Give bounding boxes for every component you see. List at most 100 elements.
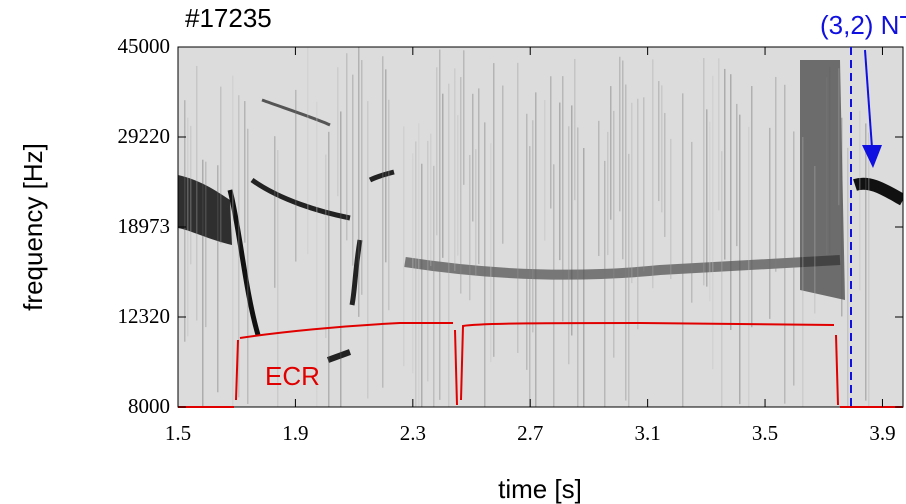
y-tick-label: 29220	[118, 124, 171, 148]
texture-stripe	[385, 69, 387, 263]
texture-stripe	[652, 59, 654, 289]
texture-stripe	[613, 110, 615, 358]
x-tick-label: 2.7	[517, 421, 543, 445]
texture-stripe	[847, 147, 849, 407]
texture-stripe	[244, 101, 246, 243]
x-axis-label: time [s]	[498, 474, 582, 504]
texture-stripe	[814, 165, 816, 314]
texture-stripe	[712, 75, 714, 370]
texture-stripe	[838, 68, 840, 206]
texture-stripe	[358, 47, 360, 317]
texture-stripe	[430, 133, 432, 267]
texture-stripe	[670, 138, 672, 279]
texture-stripe	[184, 100, 186, 342]
x-tick-label: 3.9	[869, 421, 895, 445]
texture-stripe	[418, 123, 420, 407]
texture-stripe	[337, 67, 339, 197]
texture-stripe	[529, 146, 531, 407]
texture-stripe	[604, 160, 606, 407]
texture-stripe	[475, 149, 477, 277]
texture-stripe	[232, 75, 234, 407]
texture-stripe	[448, 83, 450, 407]
texture-stripe	[421, 163, 423, 407]
texture-stripe	[841, 117, 843, 317]
texture-stripe	[739, 114, 741, 405]
texture-stripe	[493, 63, 495, 357]
texture-stripe	[412, 153, 414, 374]
texture-stripe	[769, 127, 771, 319]
texture-stripe	[346, 53, 348, 241]
texture-stripe	[544, 99, 546, 241]
texture-stripe	[247, 128, 249, 404]
texture-stripe	[463, 50, 465, 185]
texture-stripe	[469, 155, 471, 301]
texture-stripe	[730, 74, 732, 330]
texture-stripe	[691, 141, 693, 303]
y-tick-label: 12320	[118, 304, 171, 328]
texture-stripe	[658, 81, 660, 202]
y-tick-label: 45000	[118, 34, 171, 58]
texture-stripe	[238, 95, 240, 398]
texture-stripe	[220, 86, 222, 244]
texture-stripe	[478, 88, 480, 265]
texture-stripe	[502, 85, 504, 244]
texture-stripe	[367, 101, 369, 399]
texture-stripe	[382, 56, 384, 388]
texture-stripe	[415, 141, 417, 407]
texture-stripe	[187, 117, 189, 337]
texture-stripe	[325, 154, 327, 339]
texture-stripe	[196, 65, 198, 321]
texture-stripe	[388, 99, 390, 311]
texture-stripe	[439, 49, 441, 400]
texture-stripe	[664, 112, 666, 237]
texture-stripe	[802, 137, 804, 407]
ntm-label: (3,2) NTM	[820, 10, 906, 40]
texture-stripe	[793, 131, 795, 386]
ntm-arrow	[864, 49, 873, 149]
ecr-trace	[178, 321, 903, 408]
texture-stripe	[643, 97, 645, 272]
y-axis-label: frequency [Hz]	[18, 143, 48, 311]
texture-stripe	[703, 57, 705, 286]
texture-stripe	[709, 121, 711, 302]
texture-stripe	[436, 67, 438, 236]
texture-stripe	[868, 132, 870, 407]
texture-stripe	[859, 110, 861, 291]
texture-stripe	[637, 98, 639, 330]
x-tick-label: 1.5	[165, 421, 191, 445]
texture-stripe	[721, 151, 723, 407]
texture-stripe	[490, 143, 492, 363]
texture-stripe	[205, 161, 207, 328]
texture-stripe	[457, 115, 459, 256]
texture-stripe	[517, 62, 519, 353]
texture-stripe	[748, 126, 750, 407]
texture-stripe	[751, 86, 753, 328]
texture-stripe	[559, 102, 561, 261]
texture-stripe	[361, 60, 363, 295]
texture-stripe	[442, 93, 444, 258]
texture-stripe	[550, 76, 552, 209]
texture-stripe	[532, 120, 534, 333]
texture-stripe	[718, 58, 720, 211]
texture-stripe	[535, 92, 537, 407]
x-tick-label: 2.3	[400, 421, 426, 445]
texture-stripe	[526, 113, 528, 370]
texture-stripe	[628, 153, 630, 407]
texture-stripe	[577, 127, 579, 407]
texture-stripe	[328, 131, 330, 407]
spectrogram-background	[178, 47, 903, 407]
texture-stripe	[574, 58, 576, 201]
ntm-arrowhead	[862, 145, 882, 168]
texture-stripe	[784, 84, 786, 404]
texture-stripe	[631, 102, 633, 284]
texture-stripe	[706, 109, 708, 287]
y-tick-label: 8000	[128, 394, 170, 418]
texture-stripe	[316, 101, 318, 407]
texture-stripe	[433, 165, 435, 407]
texture-stripe	[568, 126, 570, 365]
texture-stripe	[472, 93, 474, 222]
texture-stripe	[571, 105, 573, 336]
texture-stripe	[295, 89, 297, 262]
texture-stripe	[217, 165, 219, 393]
texture-stripe	[340, 111, 342, 407]
